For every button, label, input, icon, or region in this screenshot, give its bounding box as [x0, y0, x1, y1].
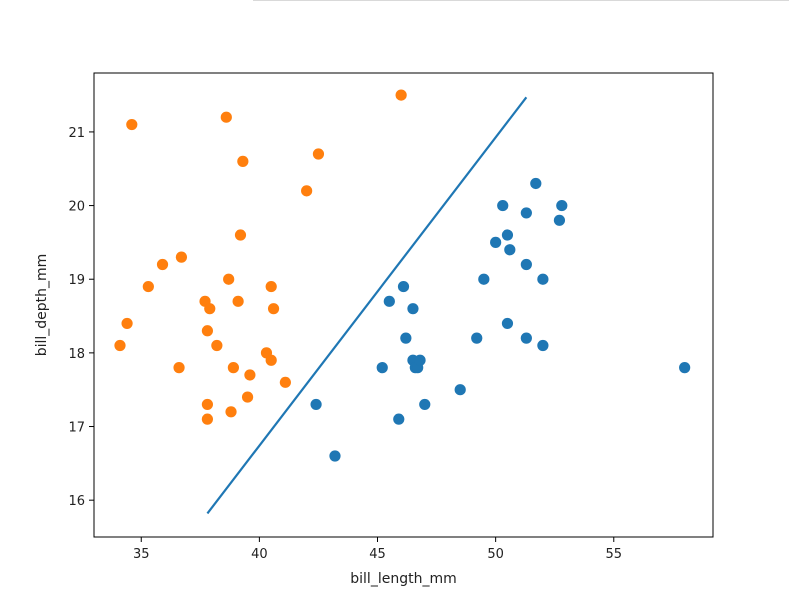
- x-axis-label: bill_length_mm: [350, 571, 456, 587]
- scatter-point-series1-23: [520, 258, 532, 271]
- scatter-point-series2-24: [265, 354, 277, 366]
- scatter-point-series1-30: [679, 362, 691, 374]
- scatter-point-series2-30: [395, 89, 407, 101]
- x-axis-ticks: 35 40 45 50 55: [133, 537, 622, 562]
- scatter-point-series1-2: [329, 450, 341, 462]
- scatter-point-series1-4: [383, 295, 395, 307]
- scatter-point-series1-28: [553, 214, 566, 226]
- y-tick-label: 17: [68, 421, 85, 436]
- scatter-point-series2-26: [267, 303, 280, 315]
- scatter-point-series2-19: [234, 229, 247, 241]
- y-tick-label: 19: [68, 273, 85, 288]
- x-tick-label: 45: [369, 547, 386, 562]
- scatter-point-series1-3: [376, 362, 388, 374]
- scatter-point-series2-21: [241, 391, 254, 403]
- scatter-point-series2-11: [201, 413, 214, 425]
- scatter-point-series1-14: [454, 384, 466, 396]
- scatter-point-series1-13: [419, 398, 431, 411]
- scatter-point-series1-16: [478, 273, 490, 285]
- y-axis-label: bill_depth_mm: [34, 254, 50, 357]
- scatter-point-series2-28: [301, 185, 313, 197]
- scatter-point-series2-17: [227, 362, 239, 374]
- x-tick-label: 50: [487, 547, 504, 562]
- scatter-point-series2-6: [173, 362, 185, 374]
- scatter-point-series1-5: [393, 413, 405, 425]
- plot-marks: [114, 89, 691, 515]
- scatter-point-series2-3: [126, 118, 138, 131]
- y-axis-ticks: 16 17 18 19 20 21: [68, 126, 94, 509]
- scatter-point-series2-20: [237, 155, 249, 167]
- scatter-point-series1-7: [400, 332, 412, 344]
- scatter-point-series1-6: [397, 280, 410, 293]
- y-tick-label: 16: [68, 494, 85, 509]
- scatter-point-series2-12: [204, 303, 216, 315]
- scatter-point-series1-25: [530, 177, 542, 190]
- scatter-point-series1-20: [504, 244, 516, 256]
- scatter-point-series1-8: [407, 303, 419, 315]
- scatter-point-series1-24: [520, 332, 532, 344]
- scatter-point-series1-1: [310, 398, 322, 411]
- scatter-point-series1-29: [556, 199, 568, 212]
- scatter-point-series2-27: [279, 376, 291, 388]
- scatter-point-series2-15: [223, 273, 235, 285]
- scatter-point-series1-21: [501, 317, 514, 330]
- window-edge-line: [253, 0, 789, 1]
- fit-line: [206, 96, 528, 515]
- scatter-point-series2-9: [201, 325, 214, 337]
- scatter-point-series1-27: [537, 339, 549, 352]
- scatter-point-series2-25: [265, 280, 277, 293]
- scatter-point-series1-17: [490, 236, 502, 248]
- scatter-point-series2-16: [225, 406, 237, 418]
- plot-frame: [93, 72, 714, 538]
- x-tick-label: 55: [605, 547, 622, 562]
- x-tick-label: 35: [133, 547, 150, 562]
- y-tick-label: 21: [68, 126, 85, 141]
- scatter-point-series2-22: [244, 369, 256, 381]
- scatter-point-series2-29: [312, 148, 325, 160]
- scatter-point-series2-13: [211, 339, 223, 352]
- scatter-point-series2-4: [142, 280, 154, 293]
- scatter-point-series2-5: [156, 258, 169, 271]
- scatter-point-series1-19: [501, 229, 514, 241]
- scatter-point-series2-10: [201, 398, 214, 411]
- y-tick-label: 20: [68, 200, 85, 215]
- y-tick-label: 18: [68, 347, 85, 362]
- scatter-point-series1-18: [497, 199, 509, 212]
- scatter-point-series2-7: [175, 251, 188, 263]
- scatter-point-series2-18: [232, 295, 244, 307]
- scatter-point-series1-26: [537, 273, 549, 285]
- scatter-point-series2-14: [220, 111, 232, 123]
- scatter-point-series2-1: [114, 339, 126, 352]
- scatter-point-series1-12: [414, 354, 426, 366]
- scatter-point-series2-2: [121, 317, 133, 330]
- scatter-point-series1-15: [471, 332, 483, 344]
- scatter-point-series1-22: [520, 207, 532, 219]
- x-tick-label: 40: [251, 547, 268, 562]
